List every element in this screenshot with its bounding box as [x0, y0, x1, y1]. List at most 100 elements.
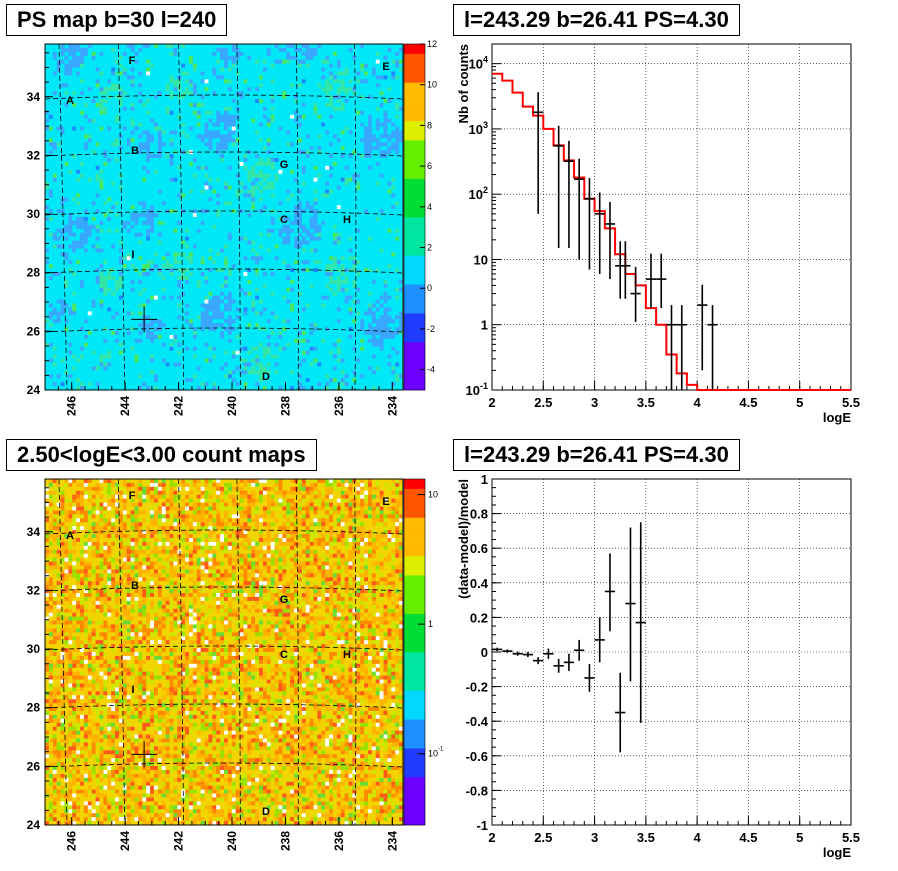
- x-tick-label: 5: [796, 395, 803, 410]
- colorbar-segment: [404, 130, 425, 141]
- colorbar-segment: [404, 642, 425, 653]
- colorbar-segment: [404, 652, 425, 662]
- residual-panel: 2 2.5 3 3.5 4 4.5 5 5.5 -1 -0.8 -0.6 -0.4 -0.2 0 0.2 0.…: [449, 435, 898, 871]
- colorbar-segment: [404, 361, 425, 372]
- colorbar-segment: [404, 690, 425, 701]
- colorbar-segment: [404, 178, 425, 189]
- colorbar-segment: [404, 719, 425, 730]
- data-point: [645, 253, 657, 309]
- source-label-c: C: [280, 214, 288, 226]
- spectrum-chart: 2 2.5 3 3.5 4 4.5 5 5.5 10-1 1 10 102 103 104 logE Nb o…: [456, 43, 860, 425]
- data-point: [594, 617, 605, 663]
- map-pixels: [45, 44, 404, 391]
- data-point: [630, 266, 641, 323]
- y-tick-label: 0.4: [470, 576, 489, 591]
- x-tick-label: 5.5: [842, 830, 860, 845]
- data-point: [584, 178, 595, 270]
- y-tick-label: -0.8: [466, 783, 488, 798]
- y-tick-label: 1: [481, 472, 488, 487]
- y-tick-label: 24: [27, 818, 41, 832]
- data-point: [635, 522, 646, 723]
- graticule-latitude-line: [44, 210, 404, 216]
- data-point: [707, 305, 718, 390]
- colorbar-label: 12: [427, 39, 437, 49]
- x-tick-label: 5: [796, 830, 803, 845]
- source-label-b: B: [131, 580, 139, 592]
- graticule-latitude-line: [44, 327, 404, 333]
- data-point: [604, 553, 616, 632]
- colorbar-segment: [404, 613, 425, 624]
- colorbar-segment: [404, 293, 425, 304]
- y-tick-label: 30: [27, 207, 41, 221]
- colorbar-segment: [404, 313, 425, 324]
- y-tick-label: 10: [474, 252, 488, 267]
- count-map-panel: A B C D E F G H I 24 26 28 30 32 34 246 244 242 240 238 236 2…: [0, 435, 449, 871]
- source-label-b: B: [131, 145, 139, 157]
- colorbar-segment: [404, 546, 425, 557]
- plot-frame: [491, 478, 852, 826]
- y-axis-label: Nb of counts: [456, 44, 471, 123]
- count-map-chart: A B C D E F G H I 24 26 28 30 32 34 246 244 242 240 238 236 2…: [27, 478, 444, 851]
- colorbar-label: 2: [427, 243, 432, 253]
- colorbar-segment: [404, 44, 425, 54]
- colorbar-segment: [404, 197, 425, 208]
- graticule-latitude-line: [44, 151, 404, 157]
- map-frame: [44, 43, 404, 391]
- x-tick-label: 236: [332, 831, 346, 851]
- data-point: [625, 527, 636, 682]
- data-point: [620, 241, 631, 299]
- data-point: [512, 651, 523, 656]
- x-tick-label: 246: [65, 396, 79, 416]
- colorbar-segment: [404, 661, 425, 672]
- colorbar-segment: [404, 565, 425, 576]
- x-tick-label: 240: [225, 396, 239, 416]
- colorbar-label: 10: [427, 80, 437, 90]
- data-point: [553, 125, 564, 248]
- colorbar-segment: [404, 796, 425, 807]
- colorbar-label: 10: [428, 490, 438, 500]
- colorbar-segment: [404, 594, 425, 605]
- data-point: [656, 253, 667, 309]
- residual-title: l=243.29 b=26.41 PS=4.30: [453, 439, 740, 471]
- data-point: [492, 647, 503, 652]
- colorbar-label: 4: [427, 202, 432, 212]
- colorbar-segment: [404, 159, 425, 170]
- x-tick-label: 4: [694, 830, 702, 845]
- graticule-longitude-line: [295, 478, 299, 826]
- y-tick-label: 103: [469, 120, 488, 137]
- x-tick-label: 244: [118, 831, 132, 851]
- colorbar-segment: [404, 111, 425, 122]
- source-label-d: D: [262, 806, 270, 818]
- graticule-longitude-line: [178, 43, 184, 391]
- map-pixels: [45, 479, 404, 826]
- colorbar-segment: [404, 226, 425, 237]
- source-label-i: I: [131, 249, 134, 261]
- graticule-longitude-line: [354, 43, 357, 391]
- graticule-latitude-line: [44, 94, 404, 100]
- colorbar-segment: [404, 207, 425, 218]
- x-tick-label: 238: [278, 396, 292, 416]
- colorbar-label: -4: [427, 365, 435, 375]
- colorbar-segment: [404, 284, 425, 295]
- colorbar-segment: [404, 245, 425, 256]
- colorbar-segment: [404, 517, 425, 528]
- graticule-longitude-line: [58, 478, 68, 826]
- colorbar-segment: [404, 748, 425, 759]
- colorbar-segment: [404, 101, 425, 112]
- source-label-g: G: [280, 159, 289, 171]
- colorbar-segment: [404, 623, 425, 634]
- source-label-g: G: [280, 594, 289, 606]
- data-point: [553, 658, 564, 673]
- y-tick-label: 34: [27, 90, 41, 104]
- colorbar-segment: [404, 776, 425, 787]
- y-tick-label: 32: [27, 148, 41, 162]
- graticule-longitude-line: [117, 43, 126, 391]
- data-point: [533, 92, 544, 214]
- data-point: [676, 305, 687, 390]
- colorbar-segment: [404, 149, 425, 160]
- y-tick-label: 32: [27, 583, 41, 597]
- x-tick-label: 236: [332, 396, 346, 416]
- colorbar-segment: [404, 120, 425, 131]
- graticule-latitude-line: [44, 645, 404, 651]
